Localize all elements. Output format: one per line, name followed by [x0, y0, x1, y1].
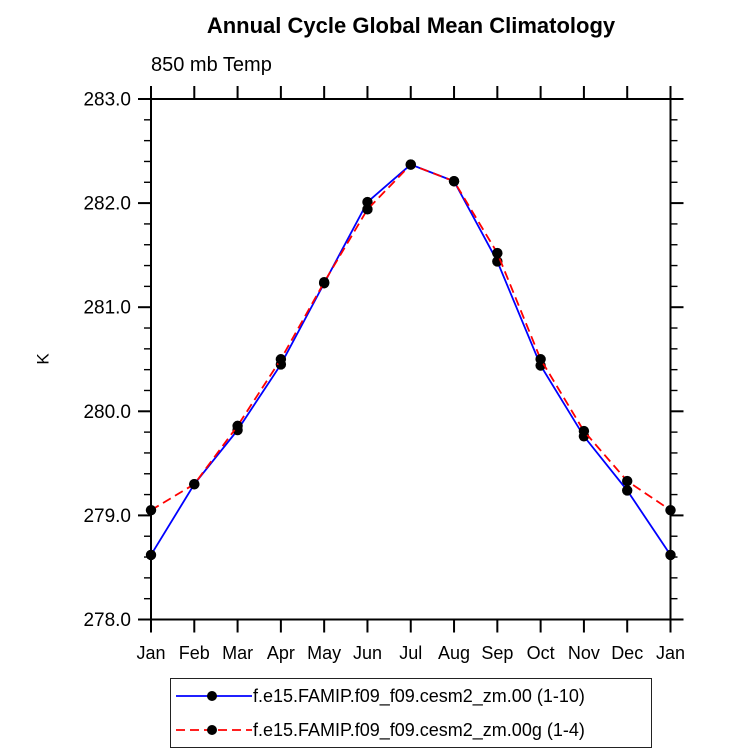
data-point-marker	[622, 475, 633, 487]
legend-item-series-1: f.e15.FAMIP.f09_f09.cesm2_zm.00g (1-4)	[171, 713, 651, 746]
x-tick-label: May	[307, 643, 341, 663]
chart-subtitle: 850 mb Temp	[151, 54, 272, 76]
x-tick-label: Nov	[568, 643, 600, 663]
chart-title: Annual Cycle Global Mean Climatology	[206, 13, 616, 38]
x-tick-label: Jul	[399, 643, 422, 663]
data-point-marker	[362, 204, 373, 215]
y-tick-label: 278.0	[83, 610, 131, 631]
data-point-marker	[189, 478, 200, 490]
x-tick-label: Apr	[267, 643, 295, 663]
data-point-marker	[492, 247, 503, 259]
legend: f.e15.FAMIP.f09_f09.cesm2_zm.00 (1-10) f…	[170, 678, 652, 748]
y-tick-label: 281.0	[83, 298, 131, 319]
data-point-marker	[145, 504, 157, 516]
series-line-0	[150, 163, 672, 556]
data-point-marker	[622, 485, 633, 496]
x-axis: Jan Feb Mar Apr May Jun Jul Aug Sep Oct Nov Dec Jan	[136, 86, 685, 663]
data-point-marker	[318, 277, 330, 288]
y-tick-label: 279.0	[83, 506, 131, 527]
data-point-marker	[362, 196, 373, 208]
legend-item-series-0: f.e15.FAMIP.f09_f09.cesm2_zm.00 (1-10)	[171, 680, 651, 713]
y-axis: 278.0 279.0 280.0 281.0 282.0 283.0	[83, 90, 684, 631]
x-tick-label: Oct	[527, 643, 555, 663]
data-point-marker	[578, 425, 590, 437]
series-markers-1	[145, 159, 676, 516]
plot-frame	[150, 98, 672, 621]
x-tick-label: Mar	[222, 643, 253, 663]
x-tick-label: Aug	[438, 643, 470, 663]
data-point-marker	[405, 159, 416, 170]
y-tick-label: 282.0	[83, 194, 131, 215]
legend-label-series-0: f.e15.FAMIP.f09_f09.cesm2_zm.00 (1-10)	[253, 686, 585, 707]
data-point-marker	[665, 549, 676, 561]
series-line-1	[150, 163, 672, 511]
x-tick-label: Jun	[353, 643, 382, 663]
legend-sample-solid-line	[176, 691, 252, 702]
x-tick-label: Jan	[136, 643, 165, 663]
legend-sample-dashed-line	[176, 724, 252, 735]
x-tick-label: Feb	[179, 643, 210, 663]
x-tick-label: Jan	[656, 643, 685, 663]
y-tick-label: 280.0	[83, 402, 131, 423]
data-point-marker	[665, 504, 676, 516]
data-point-marker	[535, 354, 546, 365]
series-markers-0	[145, 159, 676, 561]
data-point-marker	[275, 354, 287, 365]
y-tick-label: 283.0	[83, 90, 131, 111]
data-point-marker	[145, 549, 157, 561]
legend-label-series-1: f.e15.FAMIP.f09_f09.cesm2_zm.00g (1-4)	[253, 719, 585, 740]
x-tick-label: Sep	[481, 643, 513, 663]
x-tick-label: Dec	[611, 643, 643, 663]
data-point-marker	[448, 176, 460, 187]
data-point-marker	[232, 420, 243, 432]
